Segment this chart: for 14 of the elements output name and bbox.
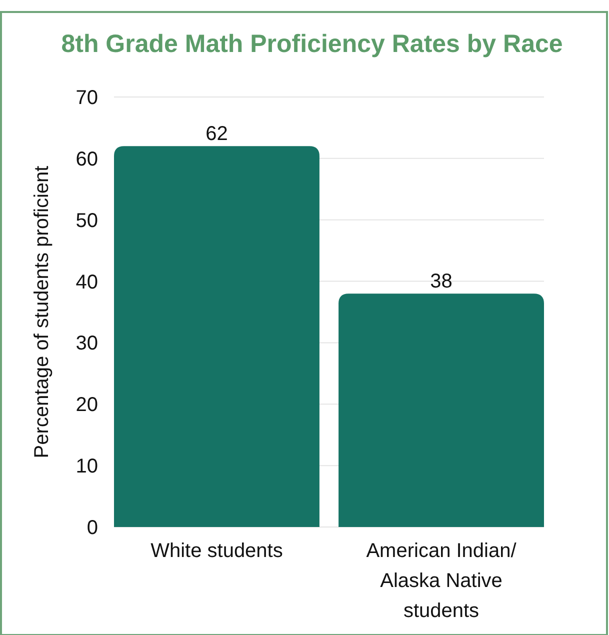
data-label: 38 xyxy=(430,270,452,293)
y-tick-label: 50 xyxy=(76,210,98,232)
y-tick-label: 10 xyxy=(76,456,98,478)
y-axis-title: Percentage of students proficient xyxy=(31,165,53,458)
y-tick-label: 0 xyxy=(86,517,98,539)
data-label: 62 xyxy=(206,123,228,146)
y-tick-label: 60 xyxy=(76,148,98,170)
x-tick-label: American Indian/ Alaska Native students xyxy=(366,540,517,622)
y-tick-label: 30 xyxy=(76,332,98,355)
y-tick-label: 20 xyxy=(76,394,98,416)
y-tick-label: 40 xyxy=(76,271,98,294)
x-tick-label: White students xyxy=(150,540,283,562)
chart-title: 8th Grade Math Proficiency Rates by Race xyxy=(61,30,563,58)
y-tick-label: 70 xyxy=(76,87,98,109)
